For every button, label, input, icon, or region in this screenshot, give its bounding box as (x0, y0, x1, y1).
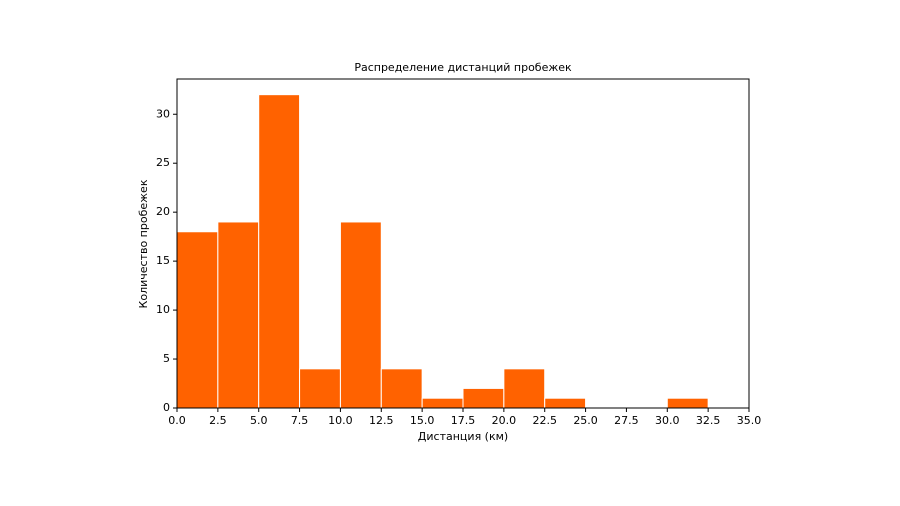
bar (544, 397, 587, 409)
y-tick-label: 10 (156, 303, 170, 316)
x-tick-label: 32.5 (696, 414, 721, 427)
bar (462, 387, 505, 409)
bar (380, 368, 423, 409)
x-tick-label: 25.0 (573, 414, 598, 427)
bar (666, 397, 709, 409)
x-tick-label: 15.0 (410, 414, 435, 427)
x-tick-label: 17.5 (451, 414, 476, 427)
x-tick-label: 5.0 (250, 414, 268, 427)
x-tick-label: 30.0 (655, 414, 680, 427)
bar (217, 221, 260, 409)
bar (503, 368, 546, 409)
bar (421, 397, 464, 409)
y-tick-label: 15 (156, 254, 170, 267)
x-tick-label: 0.0 (168, 414, 186, 427)
y-tick-label: 30 (156, 107, 170, 120)
bar (299, 368, 341, 409)
x-tick-label: 22.5 (532, 414, 557, 427)
bar (176, 231, 219, 409)
x-tick-label: 2.5 (209, 414, 227, 427)
x-tick-label: 35.0 (737, 414, 762, 427)
bar (339, 221, 382, 409)
x-axis-label: Дистанция (км) (418, 430, 508, 443)
x-tick-label: 20.0 (492, 414, 517, 427)
x-tick-label: 10.0 (328, 414, 353, 427)
x-tick-label: 27.5 (614, 414, 639, 427)
y-tick-label: 5 (163, 352, 170, 365)
x-tick-label: 7.5 (291, 414, 309, 427)
y-axis-label: Количество пробежек (137, 179, 150, 308)
y-tick-label: 20 (156, 205, 170, 218)
y-tick-label: 25 (156, 156, 170, 169)
x-tick-label: 12.5 (369, 414, 394, 427)
y-tick-label: 0 (163, 401, 170, 414)
chart-title: Распределение дистанций пробежек (354, 61, 572, 74)
bar (258, 94, 301, 409)
